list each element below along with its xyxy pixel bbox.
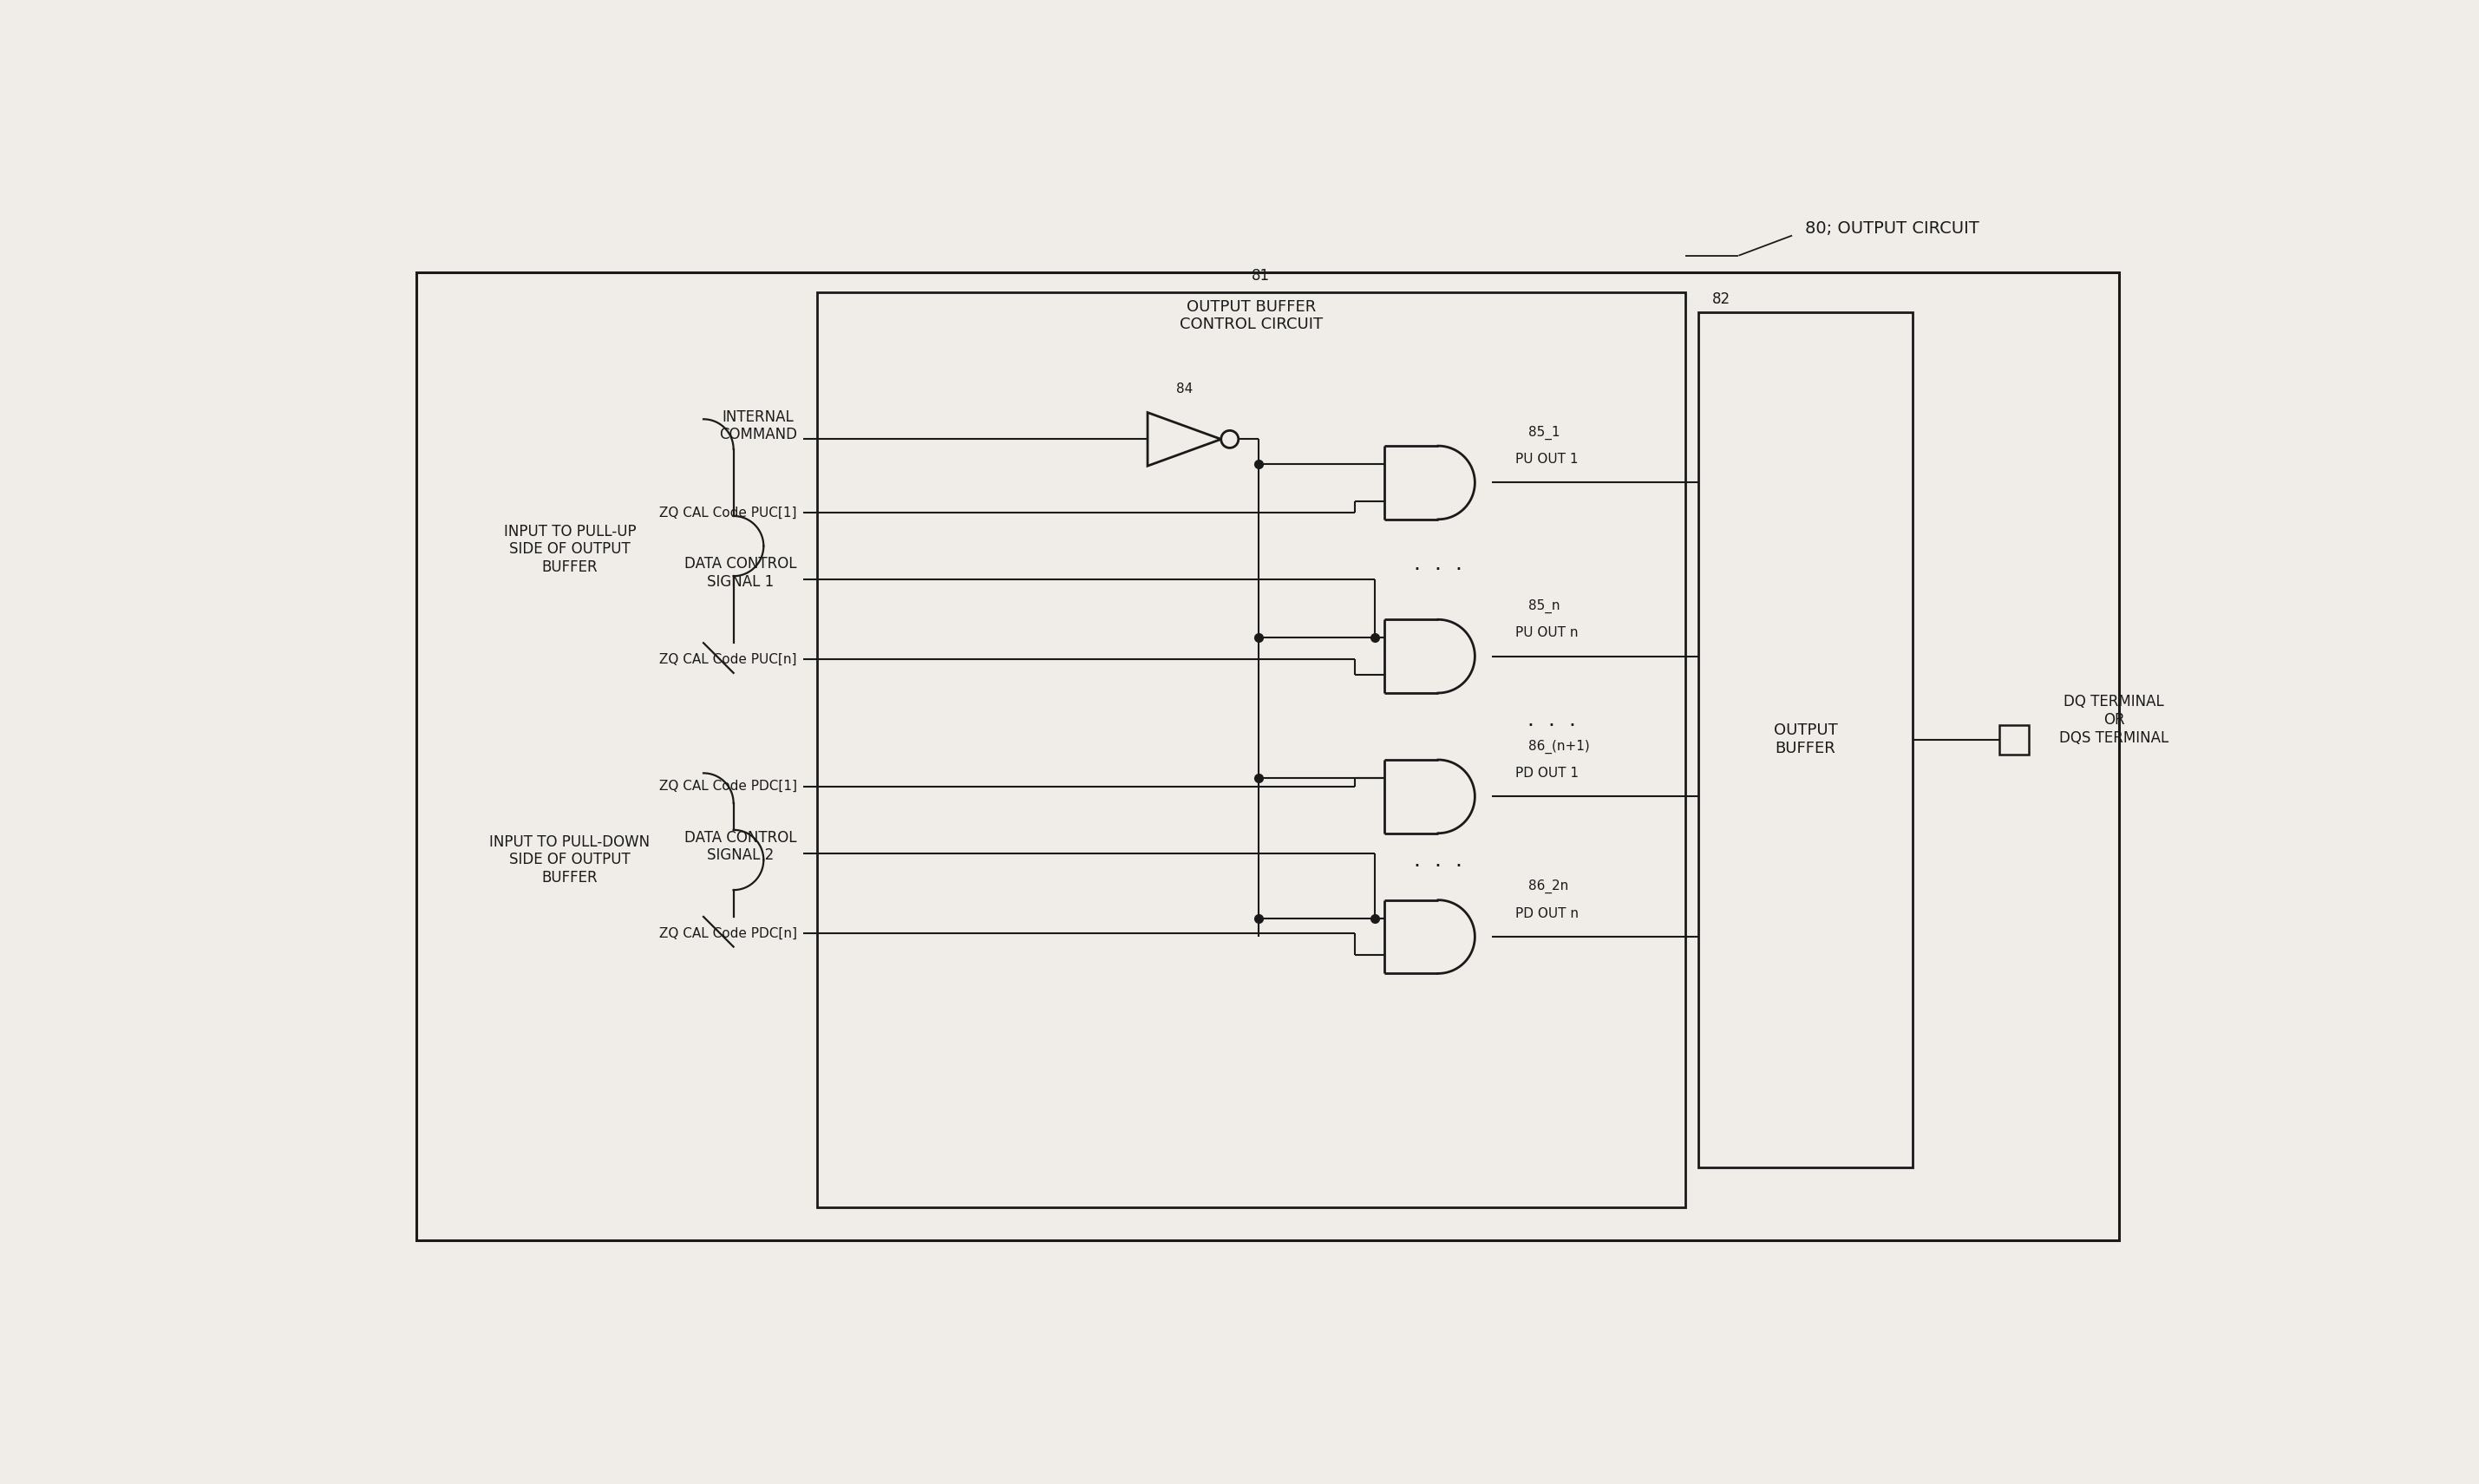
Text: INTERNAL
COMMAND: INTERNAL COMMAND [719,410,796,442]
Text: ZQ CAL Code PUC[n]: ZQ CAL Code PUC[n] [659,653,796,666]
Text: DQ TERMINAL
OR
DQS TERMINAL: DQ TERMINAL OR DQS TERMINAL [2060,695,2169,745]
Bar [1698,312,1911,1166]
Text: INPUT TO PULL-UP
SIDE OF OUTPUT
BUFFER: INPUT TO PULL-UP SIDE OF OUTPUT BUFFER [503,524,637,576]
Text: OUTPUT BUFFER
CONTROL CIRCUIT: OUTPUT BUFFER CONTROL CIRCUIT [1180,298,1324,332]
Text: ·  ·  ·: · · · [1413,856,1463,877]
Text: OUTPUT
BUFFER: OUTPUT BUFFER [1772,723,1837,757]
Text: ZQ CAL Code PUC[1]: ZQ CAL Code PUC[1] [659,506,796,519]
Text: PU OUT n: PU OUT n [1515,626,1577,640]
Text: ·  ·  ·: · · · [1527,715,1577,736]
Bar [1998,726,2028,754]
Text: ·  ·  ·: · · · [1413,559,1463,580]
Bar [416,272,2120,1241]
Text: 81: 81 [1252,267,1269,283]
Text: INPUT TO PULL-DOWN
SIDE OF OUTPUT
BUFFER: INPUT TO PULL-DOWN SIDE OF OUTPUT BUFFER [488,834,649,886]
Text: ZQ CAL Code PDC[1]: ZQ CAL Code PDC[1] [659,781,796,792]
Bar [818,292,1686,1206]
Text: PD OUT 1: PD OUT 1 [1515,767,1579,779]
Text: 82: 82 [1713,291,1730,307]
Text: 85_n: 85_n [1527,600,1559,613]
Text: 80; OUTPUT CIRCUIT: 80; OUTPUT CIRCUIT [1805,221,1981,237]
Text: ZQ CAL Code PDC[n]: ZQ CAL Code PDC[n] [659,928,796,939]
Text: DATA CONTROL
SIGNAL 1: DATA CONTROL SIGNAL 1 [684,556,796,589]
Text: DATA CONTROL
SIGNAL 2: DATA CONTROL SIGNAL 2 [684,830,796,864]
Text: 86_2n: 86_2n [1527,880,1569,893]
Text: PU OUT 1: PU OUT 1 [1515,453,1577,466]
Text: PD OUT n: PD OUT n [1515,907,1579,920]
Text: 85_1: 85_1 [1527,426,1559,439]
Text: 86_(n+1): 86_(n+1) [1527,739,1589,754]
Text: 84: 84 [1175,383,1192,396]
